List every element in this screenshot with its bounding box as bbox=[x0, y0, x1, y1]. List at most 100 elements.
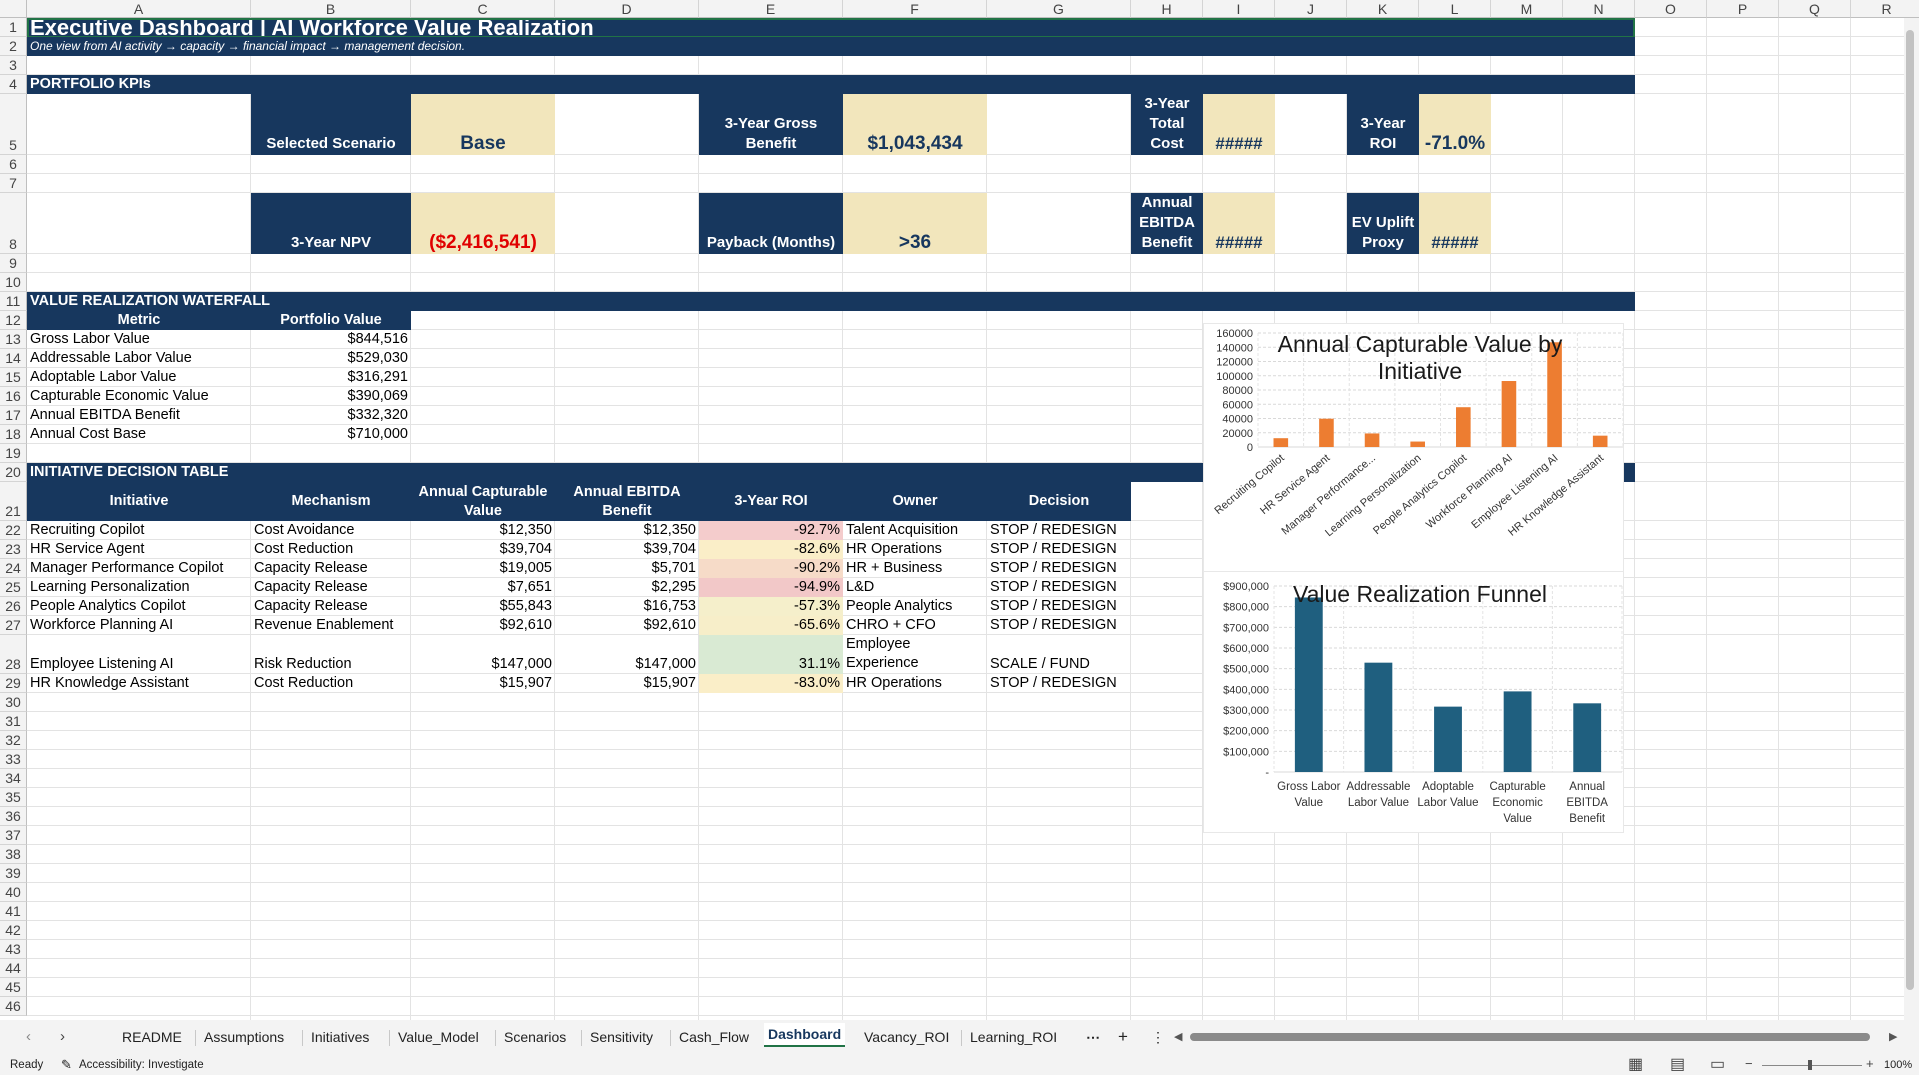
select-all-corner[interactable] bbox=[0, 0, 27, 18]
sheet-tab[interactable]: Sensitivity bbox=[590, 1029, 654, 1045]
row-header[interactable]: 28 bbox=[0, 635, 27, 674]
row-header[interactable]: 40 bbox=[0, 883, 27, 902]
row-header[interactable]: 31 bbox=[0, 712, 27, 731]
accessibility-icon[interactable]: ✎ bbox=[61, 1057, 72, 1072]
row-header[interactable]: 44 bbox=[0, 959, 27, 978]
row-header[interactable]: 36 bbox=[0, 807, 27, 826]
column-header[interactable]: K bbox=[1347, 0, 1419, 18]
page-layout-icon[interactable]: ▤ bbox=[1670, 1056, 1686, 1073]
zoom-out-icon[interactable]: − bbox=[1745, 1056, 1753, 1071]
row-header[interactable]: 25 bbox=[0, 578, 27, 597]
row-header[interactable]: 29 bbox=[0, 674, 27, 693]
row-header[interactable]: 24 bbox=[0, 559, 27, 578]
row-header[interactable]: 19 bbox=[0, 444, 27, 463]
row-header[interactable]: 26 bbox=[0, 597, 27, 616]
row-header[interactable]: 12 bbox=[0, 311, 27, 330]
row-header[interactable]: 10 bbox=[0, 273, 27, 292]
sheet-tab[interactable]: Assumptions bbox=[204, 1029, 285, 1045]
row-header[interactable]: 16 bbox=[0, 387, 27, 406]
zoom-slider[interactable] bbox=[1762, 1065, 1862, 1066]
column-header[interactable]: L bbox=[1419, 0, 1491, 18]
row-header[interactable]: 7 bbox=[0, 174, 27, 193]
sheet-tab[interactable]: Dashboard bbox=[764, 1023, 846, 1047]
row-header[interactable]: 14 bbox=[0, 349, 27, 368]
zoom-slider-thumb[interactable] bbox=[1808, 1060, 1812, 1070]
vertical-scroll-thumb[interactable] bbox=[1906, 30, 1914, 990]
row-header[interactable]: 27 bbox=[0, 616, 27, 635]
column-header[interactable]: N bbox=[1563, 0, 1635, 18]
accessibility-status[interactable]: Accessibility: Investigate bbox=[79, 1059, 204, 1071]
row-header[interactable]: 43 bbox=[0, 940, 27, 959]
sheet-tab[interactable]: Scenarios bbox=[504, 1029, 567, 1045]
row-header[interactable]: 2 bbox=[0, 37, 27, 56]
sheet-tab[interactable]: Learning_ROI bbox=[970, 1029, 1058, 1045]
row-header[interactable]: 5 bbox=[0, 94, 27, 155]
column-header[interactable]: R bbox=[1851, 0, 1919, 18]
row-header[interactable]: 42 bbox=[0, 921, 27, 940]
row-header[interactable]: 8 bbox=[0, 193, 27, 254]
row-header[interactable]: 9 bbox=[0, 254, 27, 273]
row-header[interactable]: 34 bbox=[0, 769, 27, 788]
zoom-level[interactable]: 100% bbox=[1884, 1059, 1913, 1071]
row-header[interactable]: 22 bbox=[0, 521, 27, 540]
row-header[interactable]: 33 bbox=[0, 750, 27, 769]
row-header[interactable]: 38 bbox=[0, 845, 27, 864]
column-header[interactable]: E bbox=[699, 0, 843, 18]
sheet-tab[interactable]: README bbox=[122, 1029, 182, 1045]
funnel-chart[interactable]: - $100,000 $200,000 $300,000 $400,000 $500,00… bbox=[1203, 571, 1624, 833]
row-header[interactable]: 45 bbox=[0, 978, 27, 997]
sheet-tab[interactable]: Value_Model bbox=[398, 1029, 479, 1045]
column-header[interactable]: A bbox=[27, 0, 251, 18]
row-header[interactable]: 11 bbox=[0, 292, 27, 311]
waterfall-metric: Annual Cost Base bbox=[30, 426, 147, 442]
row-header[interactable]: 3 bbox=[0, 56, 27, 75]
tab-scroll-right-icon[interactable]: › bbox=[60, 1028, 65, 1045]
sheet-tab[interactable]: Initiatives bbox=[311, 1029, 370, 1045]
row-header[interactable]: 41 bbox=[0, 902, 27, 921]
sheet-tab[interactable]: Cash_Flow bbox=[679, 1029, 750, 1045]
row-header[interactable]: 20 bbox=[0, 463, 27, 482]
column-header[interactable]: O bbox=[1635, 0, 1707, 18]
sheet-tab[interactable]: Vacancy_ROI bbox=[864, 1029, 950, 1045]
row-header[interactable]: 23 bbox=[0, 540, 27, 559]
column-header[interactable]: C bbox=[411, 0, 555, 18]
row-header[interactable]: 18 bbox=[0, 425, 27, 444]
row-header[interactable]: 15 bbox=[0, 368, 27, 387]
row-header[interactable]: 39 bbox=[0, 864, 27, 883]
normal-view-icon[interactable]: ▦ bbox=[1628, 1056, 1644, 1073]
hscroll-right-icon[interactable]: ▶ bbox=[1889, 1031, 1898, 1043]
row-header[interactable]: 13 bbox=[0, 330, 27, 349]
row-header[interactable]: 1 bbox=[0, 18, 27, 37]
row-header[interactable]: 37 bbox=[0, 826, 27, 845]
zoom-in-icon[interactable]: + bbox=[1866, 1056, 1874, 1071]
column-header[interactable]: Q bbox=[1779, 0, 1851, 18]
row-header[interactable]: 32 bbox=[0, 731, 27, 750]
column-header[interactable]: D bbox=[555, 0, 699, 18]
column-header[interactable]: I bbox=[1203, 0, 1275, 18]
row-header[interactable]: 17 bbox=[0, 406, 27, 425]
row-header[interactable]: 4 bbox=[0, 75, 27, 94]
column-header[interactable]: P bbox=[1707, 0, 1779, 18]
status-ready: Ready bbox=[10, 1059, 44, 1071]
capturable-value-chart[interactable]: 0 20000 40000 60000 80000 100000 120000 140000 1… bbox=[1203, 323, 1624, 573]
add-sheet-button[interactable]: + bbox=[1118, 1027, 1128, 1046]
row-header[interactable]: 35 bbox=[0, 788, 27, 807]
horizontal-scroll-thumb[interactable] bbox=[1190, 1033, 1870, 1041]
row-header[interactable]: 30 bbox=[0, 693, 27, 712]
row-header[interactable]: 21 bbox=[0, 482, 27, 521]
column-header[interactable]: M bbox=[1491, 0, 1563, 18]
column-header[interactable]: F bbox=[843, 0, 987, 18]
column-header[interactable]: J bbox=[1275, 0, 1347, 18]
tab-scroll-left-icon[interactable]: ‹ bbox=[26, 1028, 31, 1045]
more-tabs-button[interactable]: ⋯ bbox=[1086, 1029, 1100, 1045]
decision-capturable: $92,610 bbox=[499, 617, 552, 633]
row-header[interactable]: 6 bbox=[0, 155, 27, 174]
row-header[interactable]: 46 bbox=[0, 997, 27, 1016]
column-header[interactable]: B bbox=[251, 0, 411, 18]
column-header[interactable]: H bbox=[1131, 0, 1203, 18]
column-header[interactable]: G bbox=[987, 0, 1131, 18]
tab-options-icon[interactable]: ⋮ bbox=[1151, 1029, 1165, 1045]
page-break-icon[interactable]: ▭ bbox=[1710, 1056, 1726, 1073]
spreadsheet-grid[interactable]: A B C D E F G H I J K L M N O P Q R 1 2 3 4 5 6 7 8 9 10 11 12 13 14 15 1… bbox=[0, 0, 1919, 1020]
hscroll-left-icon[interactable]: ◀ bbox=[1174, 1031, 1183, 1043]
